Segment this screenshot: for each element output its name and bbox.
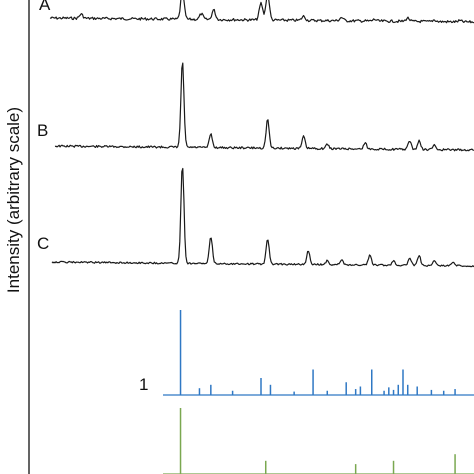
trace-line-c (51, 167, 474, 268)
trace-line-a (49, 0, 474, 24)
trace-line-b (54, 62, 474, 152)
y-axis-label: Intensity (arbitrary scale) (4, 107, 23, 293)
trace-label-c: C (37, 234, 49, 253)
trace-label-a: A (39, 0, 51, 14)
trace-label-b: B (37, 121, 48, 140)
reference-stick-group (163, 310, 474, 474)
reference-label-1: 1 (139, 375, 148, 394)
trace-group (49, 0, 474, 268)
